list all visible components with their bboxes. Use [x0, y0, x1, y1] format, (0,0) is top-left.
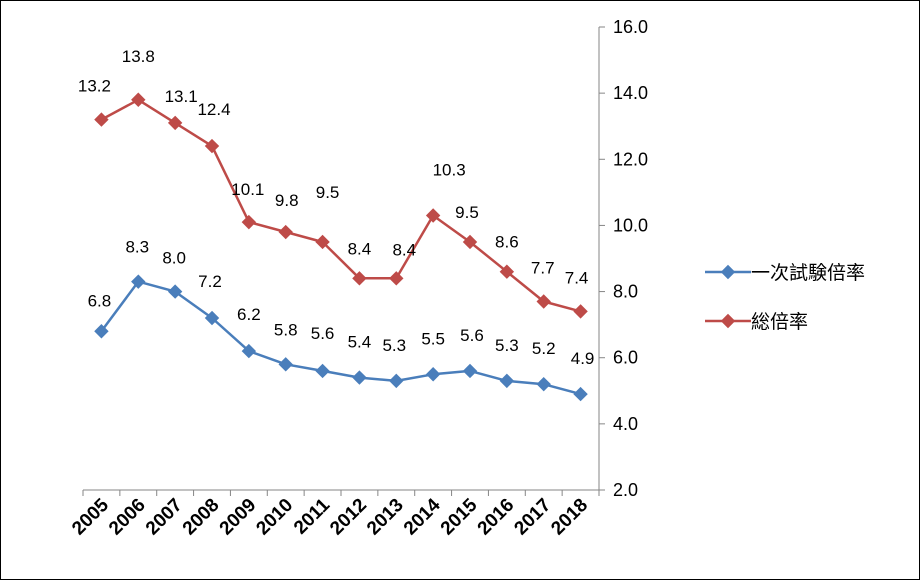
x-tick-label: 2008 [179, 495, 224, 540]
data-point [167, 284, 183, 299]
data-point [352, 271, 367, 286]
y-tick-label: 16.0 [613, 17, 648, 37]
y-tick-label: 12.0 [613, 149, 648, 169]
x-tick-label: 2012 [326, 495, 371, 540]
data-point [499, 373, 515, 389]
data-label: 12.4 [197, 100, 230, 119]
data-point [204, 310, 220, 326]
data-label: 6.2 [237, 305, 261, 324]
data-label: 7.7 [531, 258, 555, 277]
series-layer [94, 92, 588, 402]
data-label: 8.4 [392, 240, 416, 259]
data-label: 6.8 [88, 291, 112, 310]
legend-item-2: 総倍率 [705, 311, 808, 333]
series-line [100, 98, 581, 313]
data-point [131, 274, 146, 289]
data-point [499, 264, 515, 279]
data-point [94, 112, 109, 127]
data-label: 13.1 [165, 87, 198, 106]
data-labels: 6.8 8.3 8.0 7.2 6.2 5.8 5.6 5.4 5.3 5.5 5.6 5.3 5.2 4… [78, 47, 595, 368]
data-label: 4.9 [571, 349, 595, 368]
data-point [389, 271, 404, 286]
x-tick-label: 2011 [290, 494, 334, 538]
legend-label: 総倍率 [751, 311, 808, 333]
data-label: 8.3 [125, 238, 149, 257]
data-point [204, 138, 220, 154]
y-tick-label: 6.0 [613, 348, 638, 368]
data-point [94, 324, 109, 339]
data-label: 10.1 [231, 180, 264, 199]
data-point [462, 234, 478, 250]
x-tick-label: 2013 [363, 495, 408, 540]
data-label: 5.6 [311, 324, 335, 343]
data-point [425, 367, 441, 382]
data-label: 8.4 [348, 239, 372, 258]
data-label: 13.2 [78, 77, 111, 96]
data-label: 5.3 [382, 336, 406, 355]
data-label: 8.6 [495, 233, 519, 252]
x-tick-label: 2016 [474, 495, 519, 540]
data-point [425, 208, 441, 223]
data-label: 5.3 [495, 336, 519, 355]
data-point [462, 363, 478, 379]
data-label: 5.5 [421, 329, 445, 348]
x-tick-label: 2015 [437, 494, 482, 539]
data-label: 5.6 [460, 326, 484, 345]
data-label: 9.8 [275, 191, 299, 210]
data-label: 8.0 [162, 249, 186, 268]
data-label: 13.8 [122, 47, 155, 66]
data-point [573, 304, 588, 319]
y-tick-label: 14.0 [613, 83, 648, 103]
x-tick-label: 2005 [68, 494, 113, 539]
data-label: 10.3 [433, 161, 466, 180]
data-point [573, 386, 588, 402]
data-point [389, 373, 404, 389]
legend-marker [720, 264, 736, 280]
data-point [352, 370, 367, 385]
data-label: 5.2 [532, 339, 556, 358]
data-point [278, 224, 293, 240]
legend-marker [720, 313, 736, 329]
data-label: 5.8 [274, 320, 298, 339]
series-1 [94, 274, 588, 402]
y-tick-label: 4.0 [613, 414, 638, 434]
y-tick-label: 2.0 [613, 480, 638, 500]
x-tick-label: 2006 [105, 495, 150, 540]
x-tick-label: 2014 [400, 494, 445, 539]
x-tick-label: 2017 [511, 495, 556, 540]
data-label: 9.5 [455, 203, 479, 222]
x-tick-label: 2010 [253, 495, 298, 540]
data-point [241, 343, 257, 359]
data-point [536, 294, 551, 309]
legend-item-1: 一次試験倍率 [705, 262, 865, 284]
data-point [167, 115, 183, 131]
data-point [536, 376, 551, 392]
data-label: 5.4 [348, 333, 372, 352]
data-label: 9.5 [316, 183, 340, 202]
data-point [315, 234, 330, 250]
data-point [278, 357, 293, 372]
data-label: 7.2 [198, 272, 222, 291]
series-line [100, 280, 581, 396]
legend-label: 一次試験倍率 [751, 262, 865, 284]
y-tick-label: 8.0 [613, 282, 638, 302]
series-2 [94, 92, 588, 319]
data-point [315, 363, 330, 379]
y-tick-label: 10.0 [613, 215, 648, 235]
x-tick-label: 2009 [216, 495, 261, 540]
data-point [241, 214, 257, 230]
x-tick-label: 2018 [547, 495, 592, 540]
data-label: 7.4 [565, 268, 589, 287]
x-tick-label: 2007 [142, 495, 187, 540]
data-point [131, 92, 146, 107]
